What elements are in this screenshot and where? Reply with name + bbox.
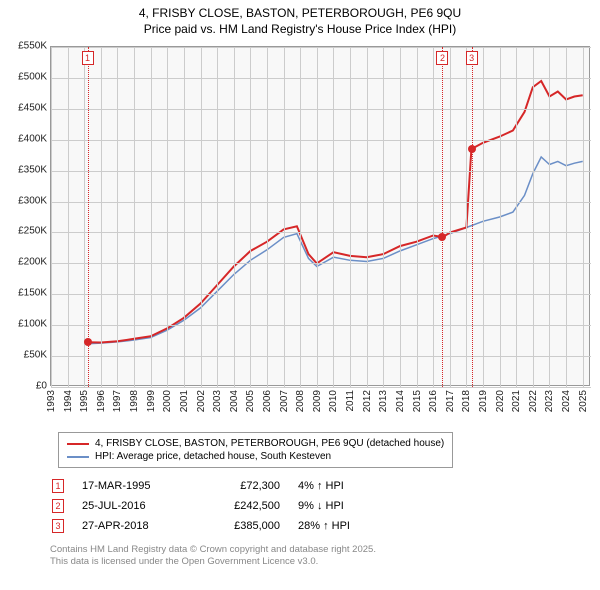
y-axis-label: £550K xyxy=(18,41,47,52)
x-axis-label: 2002 xyxy=(196,390,207,412)
x-axis-label: 2010 xyxy=(328,390,339,412)
row-pct: 4% ↑ HPI xyxy=(298,480,408,492)
row-date: 25-JUL-2016 xyxy=(82,500,182,512)
table-row: 3 27-APR-2018 £385,000 28% ↑ HPI xyxy=(52,516,408,536)
row-pct: 28% ↑ HPI xyxy=(298,520,408,532)
row-price: £72,300 xyxy=(200,480,280,492)
x-axis-label: 2011 xyxy=(345,390,356,412)
x-axis-label: 2016 xyxy=(428,390,439,412)
marker-label: 1 xyxy=(82,51,94,65)
row-price: £242,500 xyxy=(200,500,280,512)
y-axis-label: £50K xyxy=(24,350,47,361)
row-marker: 2 xyxy=(52,499,64,513)
x-axis-label: 2014 xyxy=(395,390,406,412)
x-axis-label: 2015 xyxy=(412,390,423,412)
marker-dot xyxy=(84,338,92,346)
x-axis-label: 1998 xyxy=(129,390,140,412)
legend-label: HPI: Average price, detached house, Sout… xyxy=(95,451,331,462)
footer-line1: Contains HM Land Registry data © Crown c… xyxy=(50,544,376,556)
x-axis-label: 2004 xyxy=(229,390,240,412)
y-axis-label: £450K xyxy=(18,102,47,113)
x-axis-label: 2003 xyxy=(212,390,223,412)
y-axis-label: £250K xyxy=(18,226,47,237)
legend-label: 4, FRISBY CLOSE, BASTON, PETERBOROUGH, P… xyxy=(95,438,444,449)
y-axis-label: £200K xyxy=(18,257,47,268)
row-pct: 9% ↓ HPI xyxy=(298,500,408,512)
x-axis-label: 2023 xyxy=(544,390,555,412)
table-row: 2 25-JUL-2016 £242,500 9% ↓ HPI xyxy=(52,496,408,516)
series-line xyxy=(88,81,583,343)
marker-label: 2 xyxy=(436,51,448,65)
footer: Contains HM Land Registry data © Crown c… xyxy=(50,544,376,569)
x-axis-label: 2012 xyxy=(362,390,373,412)
marker-dot xyxy=(468,145,476,153)
legend-swatch xyxy=(67,456,89,458)
y-axis-label: £400K xyxy=(18,133,47,144)
x-axis-label: 2013 xyxy=(378,390,389,412)
row-date: 27-APR-2018 xyxy=(82,520,182,532)
chart-title: 4, FRISBY CLOSE, BASTON, PETERBOROUGH, P… xyxy=(0,0,600,22)
x-axis-label: 1999 xyxy=(146,390,157,412)
x-axis-label: 2005 xyxy=(245,390,256,412)
x-axis-label: 2021 xyxy=(511,390,522,412)
y-axis-label: £300K xyxy=(18,195,47,206)
x-axis-label: 1993 xyxy=(46,390,57,412)
x-axis-label: 2019 xyxy=(478,390,489,412)
x-axis-label: 1994 xyxy=(63,390,74,412)
x-axis-label: 1997 xyxy=(112,390,123,412)
legend-row: 4, FRISBY CLOSE, BASTON, PETERBOROUGH, P… xyxy=(67,437,444,450)
legend-swatch xyxy=(67,443,89,445)
row-marker: 1 xyxy=(52,479,64,493)
x-axis-label: 1996 xyxy=(96,390,107,412)
series-line xyxy=(88,157,583,344)
y-axis-label: £150K xyxy=(18,288,47,299)
chart-subtitle: Price paid vs. HM Land Registry's House … xyxy=(0,22,600,42)
table-row: 1 17-MAR-1995 £72,300 4% ↑ HPI xyxy=(52,476,408,496)
data-table: 1 17-MAR-1995 £72,300 4% ↑ HPI 2 25-JUL-2016 £… xyxy=(52,476,408,536)
x-axis-label: 2007 xyxy=(279,390,290,412)
row-marker: 3 xyxy=(52,519,64,533)
y-axis-label: £350K xyxy=(18,164,47,175)
x-axis-label: 2000 xyxy=(162,390,173,412)
plot-area: 1 2 3 xyxy=(50,46,590,386)
series-svg xyxy=(51,47,591,387)
row-price: £385,000 xyxy=(200,520,280,532)
x-axis-label: 2024 xyxy=(561,390,572,412)
x-axis-label: 2018 xyxy=(461,390,472,412)
y-axis-label: £100K xyxy=(18,319,47,330)
legend-row: HPI: Average price, detached house, Sout… xyxy=(67,450,444,463)
row-date: 17-MAR-1995 xyxy=(82,480,182,492)
x-axis-label: 2001 xyxy=(179,390,190,412)
x-axis-label: 2017 xyxy=(445,390,456,412)
x-axis-label: 2022 xyxy=(528,390,539,412)
chart-area: 123 £0£50K£100K£150K£200K£250K£300K£350K… xyxy=(50,46,590,406)
x-axis-label: 2025 xyxy=(578,390,589,412)
x-axis-label: 2006 xyxy=(262,390,273,412)
x-axis-label: 2008 xyxy=(295,390,306,412)
x-axis-label: 1995 xyxy=(79,390,90,412)
marker-label: 3 xyxy=(466,51,478,65)
x-axis-label: 2009 xyxy=(312,390,323,412)
legend: 4, FRISBY CLOSE, BASTON, PETERBOROUGH, P… xyxy=(58,432,453,468)
y-axis-label: £500K xyxy=(18,71,47,82)
marker-dot xyxy=(438,233,446,241)
footer-line2: This data is licensed under the Open Gov… xyxy=(50,556,376,568)
x-axis-label: 2020 xyxy=(495,390,506,412)
